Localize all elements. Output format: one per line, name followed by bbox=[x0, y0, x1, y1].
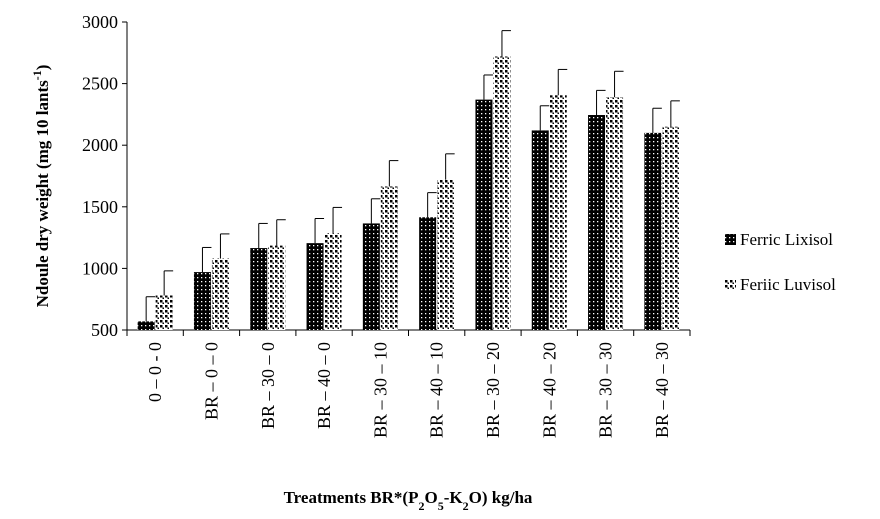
x-tick-label: BR – 30 – 0 bbox=[258, 342, 278, 429]
legend-swatch bbox=[725, 234, 736, 245]
bar-ferric-lixisol bbox=[419, 217, 437, 330]
y-tick-label: 1500 bbox=[82, 197, 118, 217]
bar-ferric-lixisol bbox=[362, 223, 380, 330]
plot-area: 500 1000 1500 2000 2500 3000 0 – 0 - 0 BR – 0 –… bbox=[82, 12, 691, 438]
x-tick-label: BR – 40 – 20 bbox=[539, 342, 559, 438]
x-tick-label: BR – 40 – 0 bbox=[314, 342, 334, 429]
y-tick-label: 2500 bbox=[82, 74, 118, 94]
bar-feriic-luvisol bbox=[380, 186, 398, 330]
bar-ferric-lixisol bbox=[193, 272, 211, 330]
x-axis-title: Treatments BR*(P2O5-K2O) kg/ha bbox=[284, 488, 533, 513]
bar-ferric-lixisol bbox=[588, 115, 606, 331]
legend-label: Feriic Luvisol bbox=[740, 275, 836, 294]
bar-ferric-lixisol bbox=[137, 321, 155, 330]
legend-label: Ferric Lixisol bbox=[740, 230, 833, 249]
x-tick-label: BR – 40 – 10 bbox=[427, 342, 447, 438]
y-axis-title: Ndoule dry weight (mg 10 lants-1) bbox=[30, 65, 52, 308]
x-tick-label: BR – 30 – 10 bbox=[370, 342, 390, 438]
y-tick-label: 2000 bbox=[82, 135, 118, 155]
y-tick-label: 1000 bbox=[82, 258, 118, 278]
bar-feriic-luvisol bbox=[268, 245, 286, 330]
bar-feriic-luvisol bbox=[437, 179, 455, 330]
x-tick-label: BR – 0 – 0 bbox=[201, 342, 221, 420]
bar-ferric-lixisol bbox=[250, 248, 268, 330]
bar-feriic-luvisol bbox=[549, 95, 567, 330]
bar-feriic-luvisol bbox=[606, 97, 624, 330]
x-tick-label: 0 – 0 - 0 bbox=[145, 342, 165, 402]
bar-feriic-luvisol bbox=[662, 126, 680, 330]
legend-swatch bbox=[725, 279, 736, 290]
bar-feriic-luvisol bbox=[493, 56, 511, 330]
y-tick-label: 500 bbox=[91, 320, 118, 340]
x-tick-label: BR – 40 – 30 bbox=[652, 342, 672, 438]
legend: Ferric Lixisol Feriic Luvisol bbox=[725, 230, 836, 294]
bar-ferric-lixisol bbox=[475, 99, 493, 330]
y-tick-label: 3000 bbox=[82, 12, 118, 32]
bar-feriic-luvisol bbox=[155, 295, 173, 330]
x-tick-label: BR – 30 – 30 bbox=[596, 342, 616, 438]
bar-ferric-lixisol bbox=[531, 130, 549, 330]
bar-ferric-lixisol bbox=[306, 243, 324, 330]
x-tick-label: BR – 30 – 20 bbox=[483, 342, 503, 438]
bar-feriic-luvisol bbox=[324, 233, 342, 330]
bar-feriic-luvisol bbox=[211, 258, 229, 330]
bar-ferric-lixisol bbox=[644, 132, 662, 330]
